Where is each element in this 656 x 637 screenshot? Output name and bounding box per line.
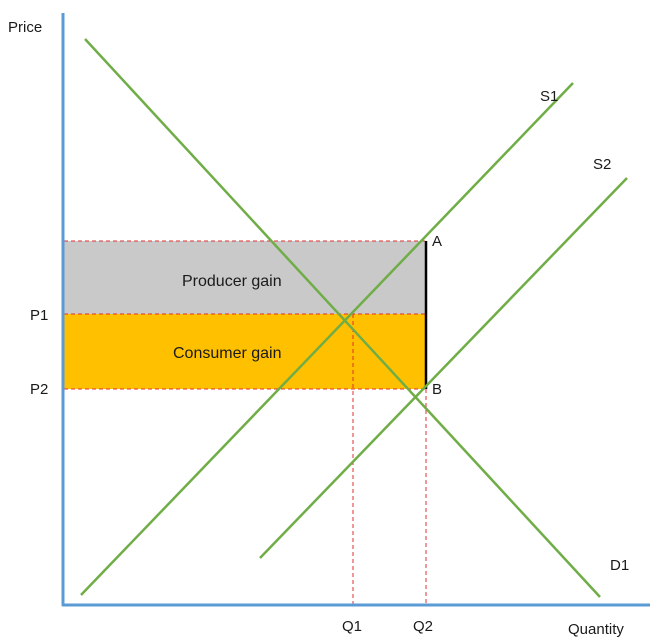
- consumer-gain-area: [64, 314, 426, 389]
- supply-curve-s1: [80, 82, 574, 596]
- q1-label: Q1: [342, 618, 362, 635]
- consumer-gain-label: Consumer gain: [173, 345, 282, 362]
- producer-gain-label: Producer gain: [182, 273, 282, 290]
- x-axis-label: Quantity: [568, 621, 624, 637]
- q2-label: Q2: [413, 618, 433, 635]
- demand-curve-d1: [84, 38, 601, 598]
- point-b-label: B: [432, 381, 442, 398]
- d1-label: D1: [610, 557, 629, 574]
- p2-label: P2: [30, 381, 48, 398]
- y-axis-label: Price: [8, 19, 42, 36]
- s2-label: S2: [593, 156, 611, 173]
- p1-label: P1: [30, 307, 48, 324]
- producer-gain-area: [64, 241, 426, 314]
- supply-curve-s2: [259, 177, 628, 559]
- s1-label: S1: [540, 88, 558, 105]
- point-a-label: A: [432, 233, 442, 250]
